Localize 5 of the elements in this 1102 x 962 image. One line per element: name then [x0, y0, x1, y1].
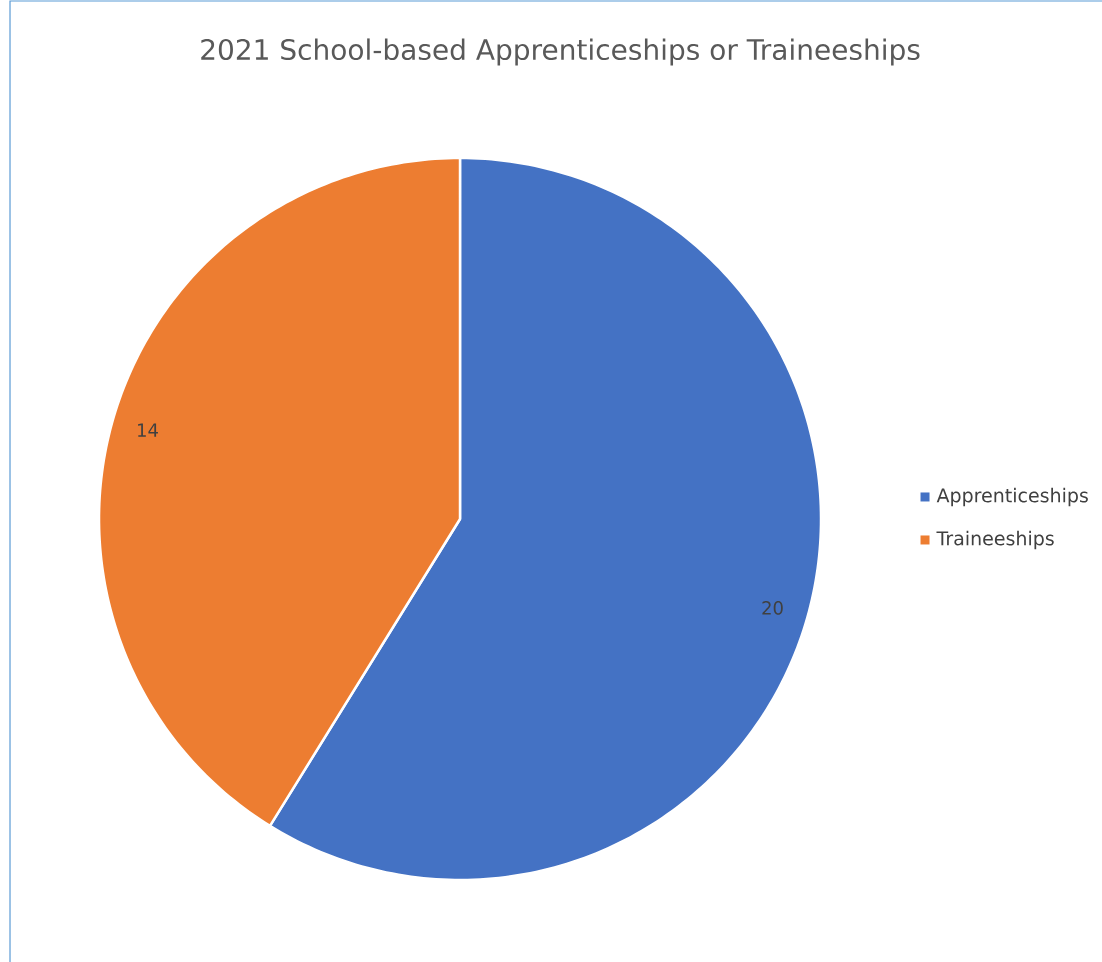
chart-title: 2021 School-based Apprenticeships or Traineeships — [201, 38, 920, 66]
legend-label: Apprenticeships — [936, 487, 1088, 507]
data-label: 20 — [762, 601, 783, 615]
legend-label: Traineeships — [936, 530, 1054, 550]
data-label: 14 — [138, 423, 158, 437]
